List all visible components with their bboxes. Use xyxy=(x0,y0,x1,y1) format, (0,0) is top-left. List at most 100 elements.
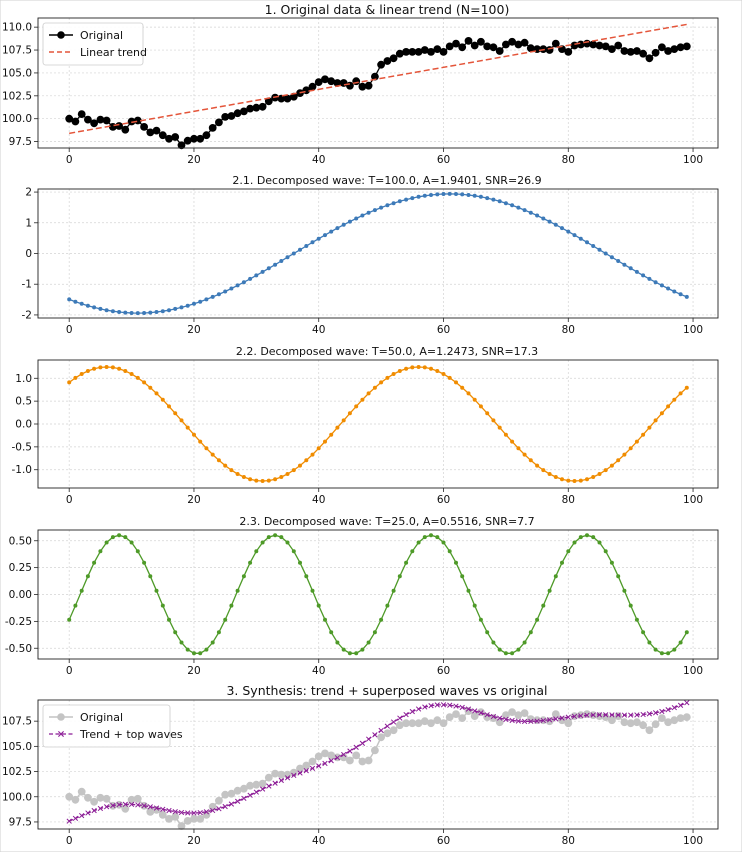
original-data-point xyxy=(190,134,198,143)
original-data-point xyxy=(258,102,267,111)
original-data-point xyxy=(364,756,373,765)
wave-data-point xyxy=(360,647,365,652)
original-data-point xyxy=(651,720,660,729)
wave-data-point xyxy=(372,208,377,213)
wave-data-point xyxy=(198,651,203,656)
wave-data-point xyxy=(641,273,646,278)
original-data-point xyxy=(346,81,354,90)
wave-data-point xyxy=(385,203,390,208)
wave-data-point xyxy=(79,588,84,593)
original-data-point xyxy=(165,815,173,823)
wave-data-point xyxy=(179,640,184,645)
synthesis-data-point xyxy=(397,715,403,721)
original-data-point xyxy=(576,40,585,49)
synthesis-data-point xyxy=(103,804,110,810)
original-data-point xyxy=(620,718,629,727)
synthesis-data-point xyxy=(72,815,79,822)
wave-data-point xyxy=(229,286,234,291)
synthesis-data-point xyxy=(203,809,210,815)
wave-data-point xyxy=(422,193,427,198)
wave-data-point xyxy=(616,259,621,263)
original-data-point xyxy=(395,49,404,58)
original-data-point xyxy=(308,757,317,766)
synthesis-data-point xyxy=(615,712,621,718)
wave-data-point xyxy=(279,535,284,540)
synthesis-data-point xyxy=(316,763,322,769)
wave-data-point xyxy=(210,640,215,645)
x-tick-label: 80 xyxy=(562,154,575,166)
x-tick-label: 100 xyxy=(683,494,703,506)
original-data-point xyxy=(171,133,180,141)
original-data-point xyxy=(90,797,98,806)
original-data-point xyxy=(146,128,155,137)
wave-data-point xyxy=(135,311,140,316)
synthesis-data-point xyxy=(584,712,590,718)
wave-data-point xyxy=(603,251,608,256)
legend-label: Linear trend xyxy=(80,46,147,59)
original-data-point xyxy=(420,717,429,726)
original-data-point xyxy=(495,47,504,55)
original-data-point xyxy=(601,42,610,51)
wave-data-point xyxy=(466,588,471,593)
wave-data-point xyxy=(578,478,583,483)
synthesis-data-point xyxy=(478,710,484,716)
original-data-point xyxy=(102,794,111,803)
wave-data-point xyxy=(216,292,221,297)
wave-data-point xyxy=(466,193,471,197)
wave-data-point xyxy=(397,574,402,579)
original-data-point xyxy=(321,75,329,84)
original-data-point xyxy=(264,97,273,106)
wave-data-point xyxy=(104,540,109,545)
original-data-point xyxy=(264,773,273,782)
wave-data-point xyxy=(616,458,621,463)
synthesis-data-point xyxy=(303,768,309,774)
synthesis-data-point xyxy=(590,712,596,718)
original-data-point xyxy=(133,794,142,803)
axes-frame xyxy=(37,17,719,149)
y-tick-label: 2 xyxy=(25,187,32,199)
original-data-point xyxy=(445,42,454,51)
synthesis-data-point xyxy=(253,789,260,795)
axes-frame xyxy=(37,529,719,660)
wave-data-point xyxy=(372,385,377,390)
wave-data-point xyxy=(310,452,315,457)
wave-data-point xyxy=(142,380,147,385)
y-tick-label: 97.5 xyxy=(9,816,32,828)
panel-wave-2: 2.2. Decomposed wave: T=50.0, A=1.2473, … xyxy=(12,345,719,506)
synthesis-data-point xyxy=(434,702,440,708)
wave-data-point xyxy=(535,463,540,468)
synthesis-data-point xyxy=(322,760,328,767)
x-tick-label: 20 xyxy=(187,154,200,166)
wave-data-point xyxy=(485,196,490,201)
original-data-point xyxy=(626,719,635,728)
original-data-point xyxy=(158,131,167,140)
y-tick-label: -1 xyxy=(22,279,32,291)
original-data-point xyxy=(258,779,267,788)
synthesis-data-point xyxy=(341,751,347,758)
y-tick-label: 105.0 xyxy=(2,741,32,753)
original-data-point xyxy=(670,45,679,53)
wave-data-point xyxy=(329,432,334,437)
wave-data-point xyxy=(285,540,290,545)
wave-data-point xyxy=(235,283,240,288)
wave-data-point xyxy=(647,425,652,430)
synthesis-data-point xyxy=(440,702,447,708)
wave-data-point xyxy=(266,535,271,540)
wave-data-point xyxy=(204,647,209,652)
wave-data-point xyxy=(485,630,490,635)
x-tick-label: 60 xyxy=(437,494,450,506)
synthesis-data-point xyxy=(153,805,160,811)
synthesis-data-point xyxy=(128,801,135,808)
wave-series-line xyxy=(68,534,688,654)
wave-data-point xyxy=(572,233,577,238)
wave-data-point xyxy=(641,432,646,437)
synthesis-data-point xyxy=(384,723,391,729)
original-data-point xyxy=(458,43,467,52)
wave-data-point xyxy=(260,269,265,274)
wave-data-point xyxy=(634,439,639,444)
wave-data-point xyxy=(372,630,377,635)
synthesis-data-point xyxy=(628,712,634,718)
synthesis-data-point xyxy=(66,818,72,824)
panel-synthesis: 3. Synthesis: trend + superposed waves v… xyxy=(2,683,719,847)
wave-data-point xyxy=(460,192,465,197)
